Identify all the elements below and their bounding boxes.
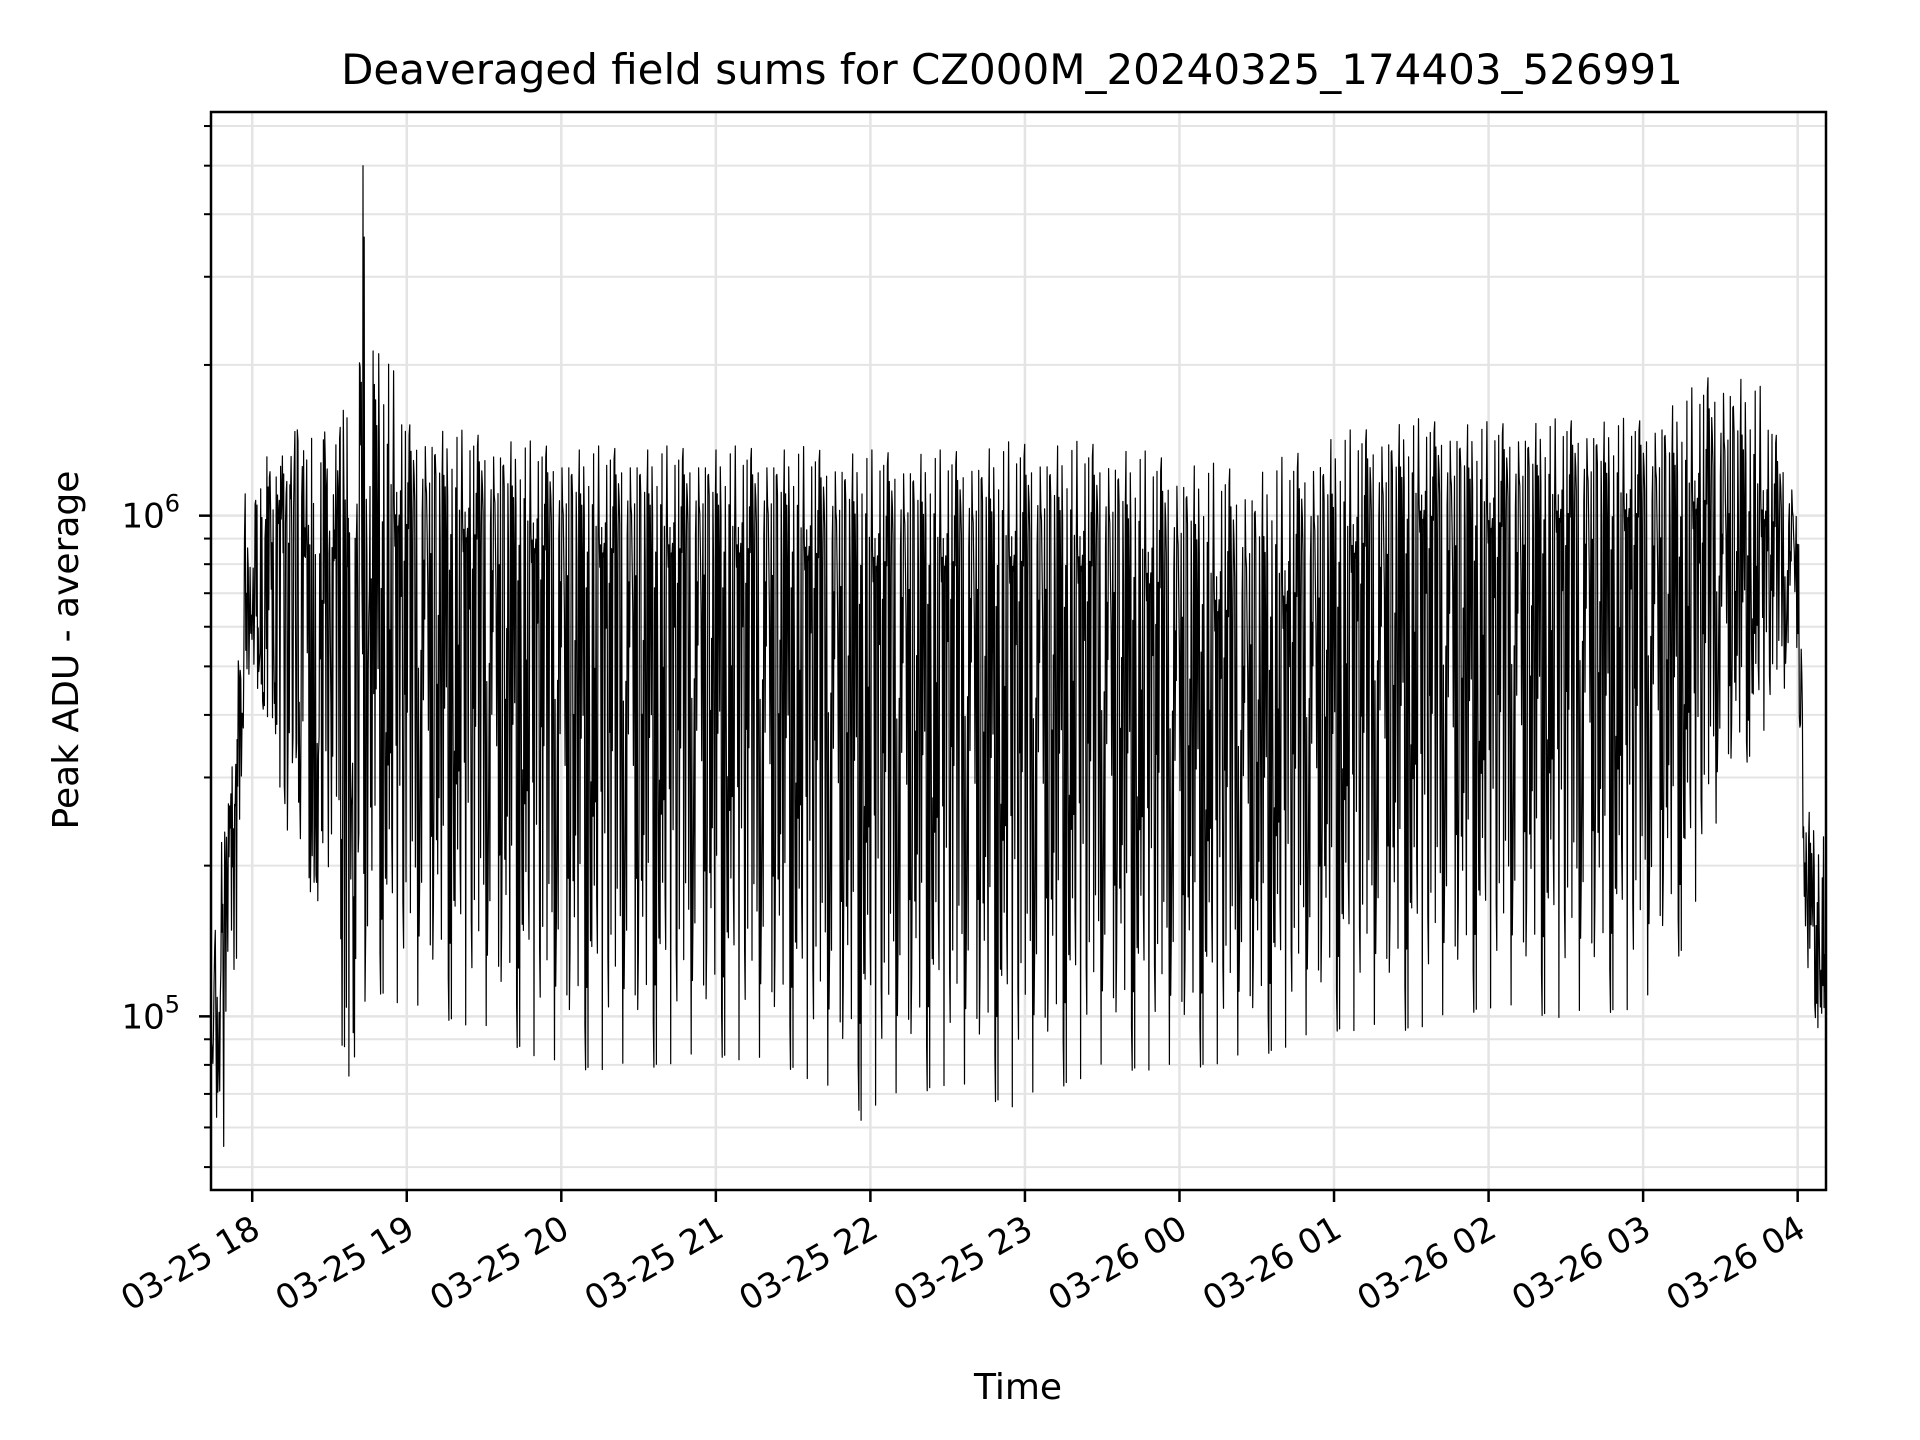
y-axis-label: Peak ADU - average [46, 471, 87, 830]
y-tick-label: 105 [121, 990, 180, 1037]
y-tick-label: 106 [121, 490, 180, 537]
y-axis-ticks: 105 106 [121, 125, 211, 1169]
data-series-line [210, 165, 1827, 1147]
x-axis-label: Time [973, 1367, 1062, 1408]
plot-area [210, 165, 1827, 1147]
plot-frame [209, 110, 1828, 1192]
chart-title: Deaveraged field sums for CZ000M_2024032… [341, 45, 1683, 94]
